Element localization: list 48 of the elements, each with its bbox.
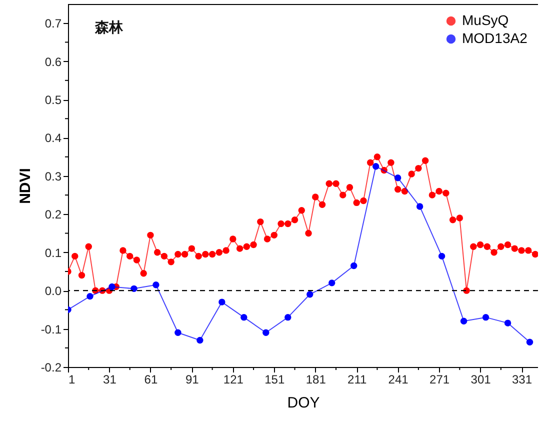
y-tick-label: 0.1 bbox=[44, 246, 62, 260]
x-tick-label: 31 bbox=[103, 372, 117, 386]
y-axis-title: NDVI bbox=[16, 168, 34, 204]
x-tick-label: 181 bbox=[306, 372, 326, 386]
y-tick-label: 0.7 bbox=[44, 16, 62, 31]
x-tick-label: 271 bbox=[430, 372, 450, 386]
point bbox=[438, 252, 446, 260]
x-tick-label: 121 bbox=[223, 372, 244, 386]
y-tick-label: 0.0 bbox=[44, 284, 62, 298]
x-tick-label: 331 bbox=[512, 372, 532, 386]
point bbox=[108, 283, 116, 290]
point bbox=[416, 203, 424, 210]
point bbox=[196, 336, 204, 344]
point bbox=[262, 329, 270, 336]
point bbox=[460, 318, 468, 324]
point bbox=[482, 314, 490, 321]
point bbox=[350, 262, 358, 270]
point bbox=[130, 285, 138, 292]
point bbox=[372, 163, 380, 170]
point bbox=[218, 298, 226, 306]
y-tick-label: 0.6 bbox=[44, 54, 62, 69]
x-tick-label: 61 bbox=[144, 372, 158, 386]
point bbox=[152, 282, 160, 288]
point bbox=[328, 280, 336, 286]
x-axis-title: DOY bbox=[287, 394, 320, 412]
point bbox=[86, 292, 94, 300]
x-tick-label: 301 bbox=[470, 372, 492, 386]
legend-label: MuSyQ bbox=[462, 12, 509, 28]
point bbox=[504, 320, 512, 326]
point bbox=[306, 291, 314, 298]
y-tick-label: 0.4 bbox=[44, 131, 62, 146]
y-tick-label: 0.2 bbox=[44, 208, 62, 222]
legend-label: MOD13A2 bbox=[462, 30, 528, 46]
y-tick-label: -0.2 bbox=[40, 360, 62, 374]
y-tick-label: 0.3 bbox=[44, 169, 62, 184]
y-tick-label: 0.5 bbox=[44, 93, 62, 108]
x-tick-label: 91 bbox=[186, 372, 200, 386]
point bbox=[394, 174, 402, 182]
y-tick-label: -0.1 bbox=[40, 322, 62, 336]
x-tick-label: 241 bbox=[388, 372, 409, 386]
x-tick-label: 151 bbox=[264, 372, 285, 386]
point bbox=[240, 314, 248, 321]
point bbox=[284, 314, 292, 321]
annotation: 森林 bbox=[94, 19, 124, 35]
point bbox=[174, 329, 182, 336]
x-tick-label: 211 bbox=[348, 372, 367, 386]
x-tick-label: 1 bbox=[68, 372, 76, 386]
point bbox=[526, 338, 534, 346]
